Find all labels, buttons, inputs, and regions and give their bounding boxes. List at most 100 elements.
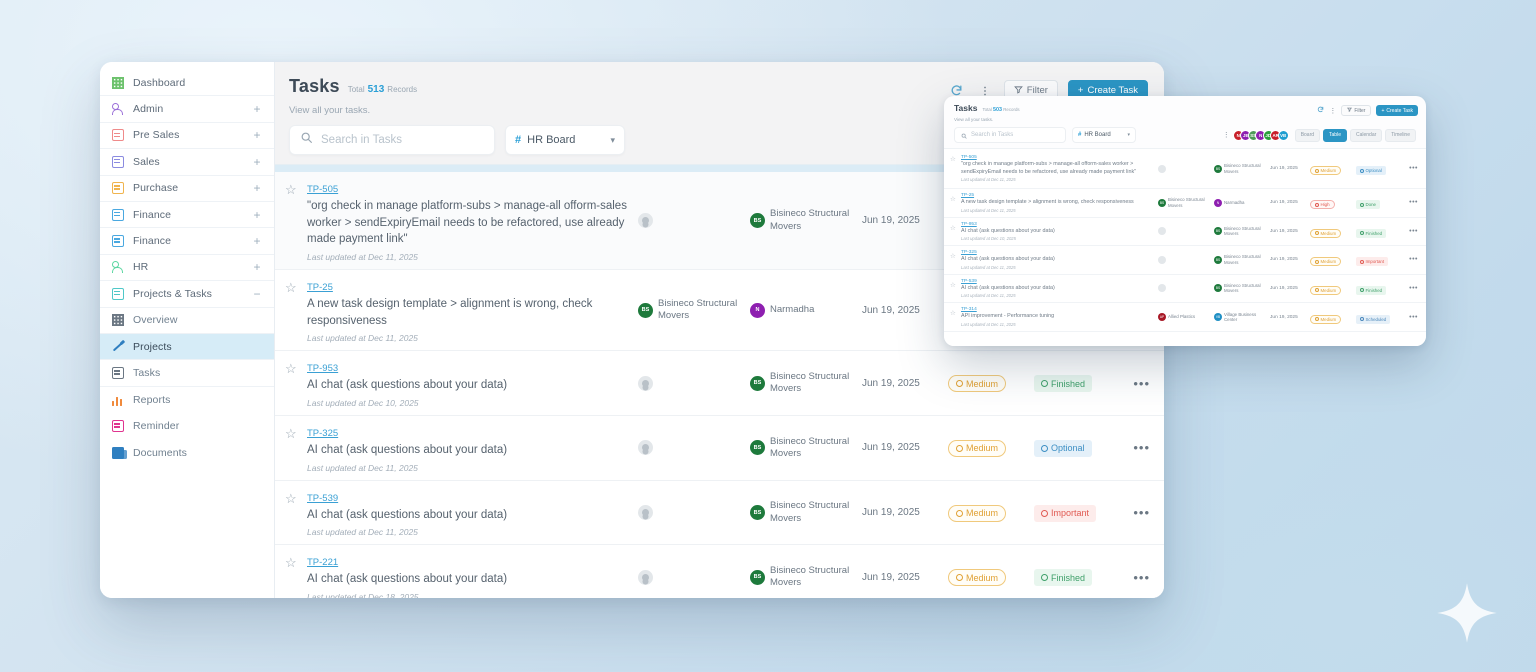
overlay-filter-button[interactable]: Filter bbox=[1341, 105, 1372, 116]
overlay-refresh-icon[interactable] bbox=[1317, 106, 1324, 115]
overlay-search-input[interactable]: Search in Tasks bbox=[954, 127, 1066, 143]
sidebar-item-finance[interactable]: Finance + bbox=[100, 228, 274, 255]
star-icon[interactable]: ☆ bbox=[285, 280, 297, 296]
sidebar-item-overview[interactable]: Overview bbox=[100, 308, 274, 334]
star-icon[interactable]: ☆ bbox=[285, 490, 297, 506]
expand-icon[interactable]: + bbox=[253, 260, 261, 275]
board-selector[interactable]: # HR Board ▾ bbox=[505, 125, 625, 155]
search-input[interactable]: Search in Tasks bbox=[289, 125, 495, 155]
expand-icon[interactable]: + bbox=[253, 154, 261, 169]
sidebar-item-reminder[interactable]: Reminder bbox=[100, 413, 274, 439]
due-date: Jun 19, 2025 bbox=[1270, 228, 1298, 234]
row-more-icon[interactable]: ••• bbox=[1409, 165, 1418, 172]
row-more-icon[interactable]: ••• bbox=[1409, 199, 1418, 207]
overlay-table-row[interactable]: ☆ TP-953 AI chat (ask questions about your… bbox=[944, 218, 1426, 247]
table-row[interactable]: ☆ TP-539 AI chat (ask questions about your… bbox=[275, 481, 1164, 546]
sidebar-item-sales[interactable]: Sales + bbox=[100, 149, 274, 176]
task-id-link[interactable]: TP-325 bbox=[307, 428, 339, 440]
person-cell: N Narmadha bbox=[1214, 198, 1270, 207]
expand-icon[interactable]: + bbox=[253, 207, 261, 222]
tab-calendar[interactable]: Calendar bbox=[1349, 128, 1383, 142]
tab-timeline[interactable]: Timeline bbox=[1385, 128, 1416, 142]
star-icon[interactable]: ☆ bbox=[950, 253, 956, 261]
sidebar-item-projects-tasks[interactable]: Projects & Tasks − bbox=[100, 281, 274, 308]
task-id-link[interactable]: TP-325 bbox=[961, 250, 977, 256]
task-id-link[interactable]: TP-221 bbox=[307, 557, 339, 569]
task-id-link[interactable]: TP-25 bbox=[307, 282, 333, 294]
person-cell: BS Bisineco Structural Movers bbox=[1214, 254, 1270, 265]
overlay-table-row[interactable]: ☆ TP-25 A new task design template > align… bbox=[944, 189, 1426, 218]
expand-icon[interactable]: + bbox=[253, 128, 261, 143]
star-icon[interactable]: ☆ bbox=[285, 426, 297, 442]
row-more-icon[interactable]: ••• bbox=[1409, 256, 1418, 264]
star-icon[interactable]: ☆ bbox=[950, 156, 956, 163]
overlay-vertical-dots-icon[interactable]: ⋮ bbox=[1329, 107, 1337, 115]
overlay-table-row[interactable]: ☆ TP-505 "org check in manage platform-sub… bbox=[944, 149, 1426, 189]
tab-table[interactable]: Table bbox=[1323, 128, 1347, 142]
star-icon[interactable]: ☆ bbox=[950, 196, 956, 203]
sidebar-item-projects[interactable]: Projects bbox=[100, 333, 274, 361]
star-icon[interactable]: ☆ bbox=[950, 281, 956, 289]
row-more-icon[interactable]: ••• bbox=[1409, 284, 1418, 292]
star-icon[interactable]: ☆ bbox=[285, 361, 297, 377]
task-updated: Last updated at Dec 11, 2025 bbox=[307, 252, 418, 263]
overlay-table-row[interactable]: ☆ TP-539 AI chat (ask questions about your… bbox=[944, 275, 1426, 304]
person-cell: BS Bisineco Structural Movers bbox=[1158, 197, 1214, 208]
row-more-icon[interactable]: ••• bbox=[1133, 569, 1150, 585]
vertical-dots-icon[interactable] bbox=[976, 82, 994, 100]
row-more-icon[interactable]: ••• bbox=[1133, 440, 1150, 456]
sidebar-item-tasks[interactable]: Tasks bbox=[100, 360, 274, 387]
task-id-link[interactable]: TP-314 bbox=[961, 307, 977, 313]
star-icon[interactable]: ☆ bbox=[285, 555, 297, 571]
avatar[interactable]: VB bbox=[1277, 129, 1289, 141]
row-more-icon[interactable]: ••• bbox=[1409, 313, 1418, 321]
star-icon[interactable]: ☆ bbox=[950, 224, 956, 232]
task-title: A new task design template > alignment i… bbox=[961, 199, 1134, 205]
collapse-icon[interactable]: − bbox=[253, 286, 261, 301]
table-row[interactable]: ☆ TP-221 AI chat (ask questions about your… bbox=[275, 545, 1164, 598]
floating-tasks-panel[interactable]: Tasks Total 503 Records View all your ta… bbox=[944, 96, 1426, 346]
task-id-link[interactable]: TP-505 bbox=[307, 184, 339, 195]
row-more-icon[interactable]: ••• bbox=[1133, 375, 1150, 391]
overlay-row-options-icon[interactable]: ⋮ bbox=[1222, 131, 1230, 139]
task-id-link[interactable]: TP-505 bbox=[961, 154, 977, 160]
row-more-icon[interactable]: ••• bbox=[1133, 505, 1150, 521]
sidebar-item-dashboard[interactable]: Dashboard bbox=[100, 70, 274, 97]
sidebar-item-pre-sales[interactable]: Pre Sales + bbox=[100, 123, 274, 150]
sidebar-item-documents[interactable]: Documents bbox=[100, 439, 274, 465]
badge-label: Done bbox=[1365, 202, 1377, 208]
row-more-icon[interactable]: ••• bbox=[1409, 227, 1418, 235]
task-cell: TP-25 A new task design template > alignm… bbox=[307, 277, 638, 343]
expand-icon[interactable]: + bbox=[253, 181, 261, 196]
task-id-link[interactable]: TP-953 bbox=[961, 221, 977, 227]
task-id-link[interactable]: TP-539 bbox=[307, 492, 339, 504]
sidebar-item-hr[interactable]: HR + bbox=[100, 255, 274, 282]
table-row[interactable]: ☆ TP-953 AI chat (ask questions about your… bbox=[275, 351, 1164, 417]
task-id-link[interactable]: TP-953 bbox=[307, 363, 339, 375]
expand-icon[interactable]: + bbox=[253, 102, 261, 117]
sidebar-item-finance[interactable]: Finance + bbox=[100, 202, 274, 229]
refresh-icon[interactable] bbox=[948, 82, 966, 100]
overlay-create-task-button[interactable]: + Create Task bbox=[1376, 105, 1418, 116]
briefcase-icon bbox=[112, 366, 124, 379]
tab-board[interactable]: Board bbox=[1294, 128, 1321, 142]
status-cell: Important bbox=[1356, 251, 1400, 269]
task-updated: Last updated at Dec 11, 2025 bbox=[307, 333, 418, 344]
star-icon[interactable]: ☆ bbox=[950, 310, 956, 318]
sidebar-item-admin[interactable]: Admin + bbox=[100, 96, 274, 123]
task-id-link[interactable]: TP-539 bbox=[961, 278, 977, 284]
person-cell: BS Bisineco Structural Movers bbox=[1214, 226, 1270, 237]
overlay-board-selector[interactable]: # HR Board ▾ bbox=[1072, 127, 1136, 143]
star-icon[interactable]: ☆ bbox=[285, 182, 297, 197]
sidebar-item-purchase[interactable]: Purchase + bbox=[100, 176, 274, 202]
overlay-table-row[interactable]: ☆ TP-314 API improvement - Performance tun… bbox=[944, 303, 1426, 332]
expand-icon[interactable]: + bbox=[253, 234, 261, 249]
task-id-link[interactable]: TP-25 bbox=[961, 193, 975, 198]
badge-label: Scheduled bbox=[1365, 316, 1387, 322]
badge-label: Finished bbox=[1051, 378, 1086, 389]
table-row[interactable]: ☆ TP-325 AI chat (ask questions about your… bbox=[275, 416, 1164, 481]
sidebar-item-reports[interactable]: Reports bbox=[100, 387, 274, 413]
overlay-table-row[interactable]: ☆ TP-325 AI chat (ask questions about your… bbox=[944, 246, 1426, 275]
record-count-suffix: Records bbox=[387, 85, 418, 94]
status-badge: Finished bbox=[1034, 569, 1093, 587]
